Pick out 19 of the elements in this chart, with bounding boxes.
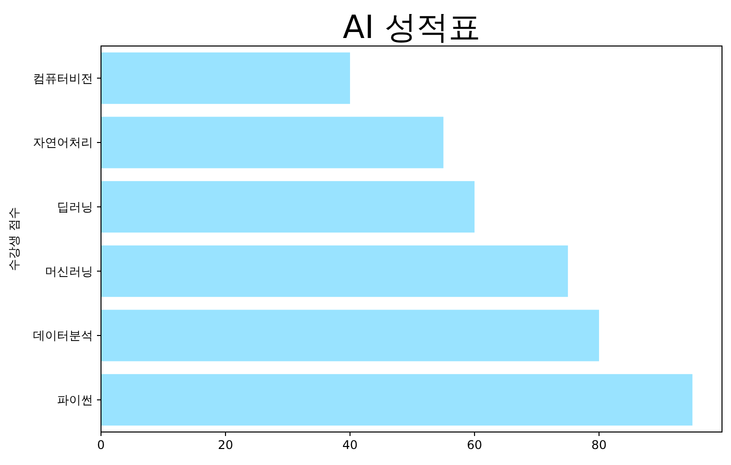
y-tick-label: 파이썬 [57, 393, 93, 408]
y-axis-title: 수강생 점수 [7, 207, 21, 271]
y-tick-label: 딥러닝 [57, 200, 93, 214]
y-tick-label: 자연어처리 [33, 136, 93, 150]
x-tick-label: 20 [218, 438, 234, 452]
y-tick-label: 컴퓨터비전 [33, 71, 93, 86]
y-tick-label: 머신러닝 [45, 264, 93, 278]
bar [101, 310, 600, 362]
x-tick-label: 0 [97, 438, 105, 452]
bar [101, 374, 692, 426]
y-tick-label: 데이터분석 [33, 328, 93, 343]
x-tick-label: 80 [591, 438, 607, 452]
bar [101, 52, 350, 104]
bar [101, 181, 475, 233]
chart-title: AI 성적표 [342, 8, 480, 46]
bar [101, 116, 444, 168]
bar [101, 245, 568, 297]
x-tick-label: 40 [342, 438, 358, 452]
x-tick-label: 60 [466, 438, 482, 452]
